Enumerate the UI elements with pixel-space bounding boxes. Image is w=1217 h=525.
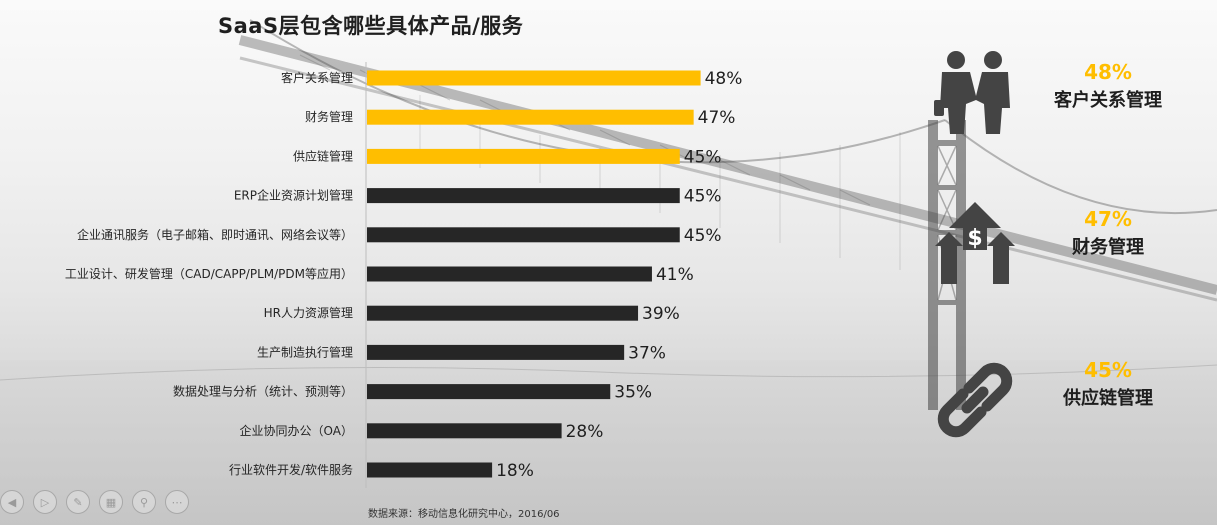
people-handshake-icon — [934, 51, 1010, 134]
value-label-9: 28% — [566, 422, 604, 442]
value-label-6: 39% — [642, 304, 680, 324]
kpi-finance-percent: 47% — [1084, 207, 1132, 231]
category-label-7: 生产制造执行管理 — [257, 344, 353, 359]
play-icon[interactable]: ▷ — [33, 490, 57, 514]
slides-icon[interactable]: ▦ — [99, 490, 123, 514]
category-label-5: 工业设计、研发管理（CAD/CAPP/PLM/PDM等应用） — [65, 266, 353, 281]
value-label-5: 41% — [656, 265, 694, 285]
kpi-supply-chain: 45% 供应链管理 — [1023, 358, 1193, 410]
kpi-supply-chain-percent: 45% — [1084, 358, 1132, 382]
zoom-icon[interactable]: ⚲ — [132, 490, 156, 514]
value-label-8: 35% — [614, 383, 652, 403]
category-label-0: 客户关系管理 — [281, 70, 353, 85]
value-label-10: 18% — [496, 461, 534, 481]
bar-2 — [367, 148, 680, 164]
bar-5 — [367, 266, 652, 282]
bar-4 — [367, 227, 680, 243]
category-label-2: 供应链管理 — [293, 148, 353, 163]
kpi-finance-name: 财务管理 — [1072, 237, 1144, 258]
bar-9 — [367, 423, 562, 439]
bar-8 — [367, 384, 611, 400]
kpi-crm-name: 客户关系管理 — [1054, 90, 1162, 111]
category-label-1: 财务管理 — [305, 109, 353, 124]
category-label-6: HR人力资源管理 — [264, 305, 353, 320]
value-label-4: 45% — [684, 226, 722, 246]
category-label-10: 行业软件开发/软件服务 — [229, 462, 353, 477]
kpi-supply-chain-name: 供应链管理 — [1063, 388, 1153, 409]
presentation-toolbar: ◀ ▷ ✎ ▦ ⚲ ⋯ — [0, 490, 189, 514]
page-title: SaaS层包含哪些具体产品/服务 — [218, 14, 524, 38]
kpi-crm-percent: 48% — [1084, 60, 1132, 84]
value-label-7: 37% — [628, 343, 666, 363]
kpi-crm: 48% 客户关系管理 — [1023, 60, 1193, 112]
chain-link-icon — [937, 362, 1013, 438]
bar-7 — [367, 344, 625, 360]
category-label-4: 企业通讯服务（电子邮箱、即时通讯、网络会议等） — [77, 227, 353, 242]
pen-icon[interactable]: ✎ — [66, 490, 90, 514]
category-label-3: ERP企业资源计划管理 — [234, 188, 353, 203]
value-label-3: 45% — [684, 187, 722, 207]
svg-text:$: $ — [967, 226, 982, 251]
value-label-2: 45% — [684, 147, 722, 167]
category-label-8: 数据处理与分析（统计、预测等） — [173, 384, 353, 399]
source-note: 数据来源：移动信息化研究中心，2016/06 — [368, 509, 560, 520]
bar-3 — [367, 188, 680, 204]
bar-0 — [367, 70, 701, 86]
bar-1 — [367, 109, 694, 125]
more-icon[interactable]: ⋯ — [165, 490, 189, 514]
value-label-0: 48% — [705, 69, 743, 89]
kpi-finance: 47% 财务管理 — [1023, 207, 1193, 259]
value-label-1: 47% — [698, 108, 736, 128]
category-label-9: 企业协同办公（OA） — [240, 423, 353, 438]
bar-6 — [367, 305, 639, 321]
prev-icon[interactable]: ◀ — [0, 490, 24, 514]
bar-10 — [367, 462, 493, 478]
dollar-growth-arrows-icon: $ — [935, 202, 1015, 284]
